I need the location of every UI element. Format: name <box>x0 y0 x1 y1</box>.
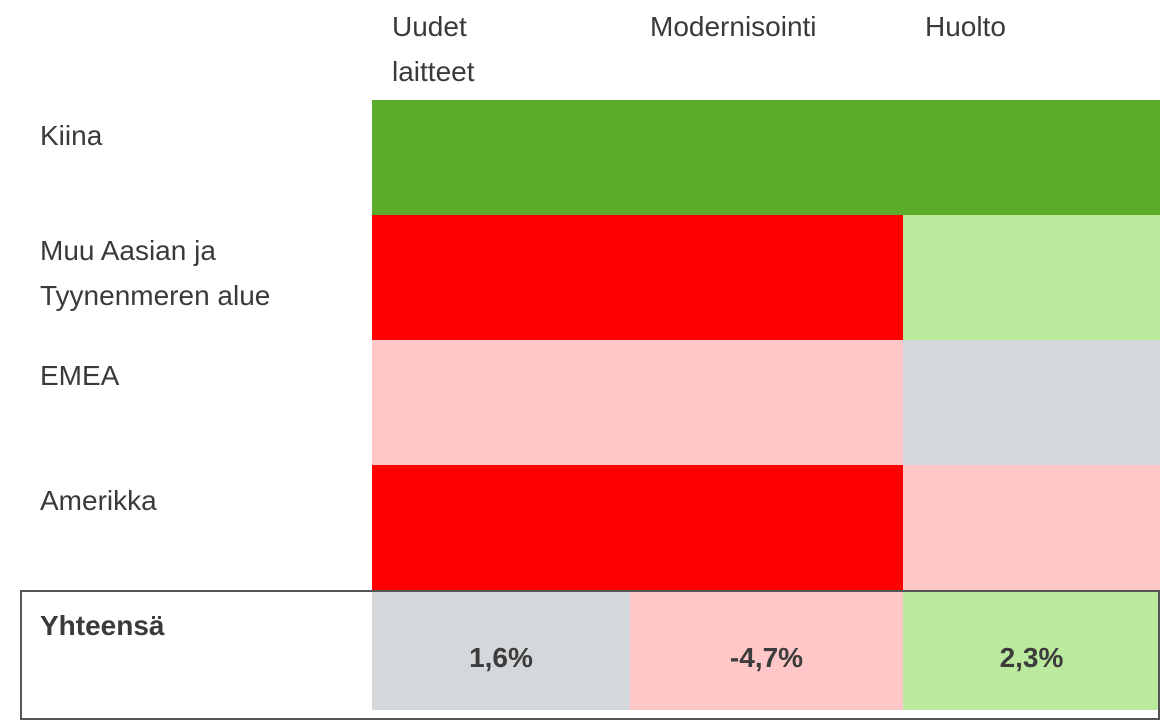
total-box <box>20 590 1160 720</box>
cell <box>630 340 903 465</box>
cell <box>903 465 1160 590</box>
cell <box>903 100 1160 215</box>
total-label: Yhteensä <box>40 610 165 641</box>
total-value: -4,7% <box>729 642 804 673</box>
total-cell <box>903 590 1160 710</box>
total-value: 1,6% <box>469 642 533 673</box>
total-cell <box>630 590 903 710</box>
total-cell <box>372 590 630 710</box>
cell <box>372 215 630 340</box>
cell <box>630 215 903 340</box>
cell <box>630 100 903 215</box>
row-label: Kiina <box>40 120 103 151</box>
column-header: Uudet laitteet <box>392 11 475 87</box>
row-label: Amerikka <box>40 485 157 516</box>
cell <box>903 215 1160 340</box>
cell <box>372 100 630 215</box>
column-header: Modernisointi <box>650 11 817 42</box>
row-label: Muu Aasian ja Tyynenmeren alue <box>40 235 271 311</box>
cell <box>903 340 1160 465</box>
cell <box>372 340 630 465</box>
row-label: EMEA <box>40 360 120 391</box>
column-header: Huolto <box>925 11 1006 42</box>
total-value: 2,3% <box>999 642 1064 673</box>
cell <box>372 465 630 590</box>
cell <box>630 465 903 590</box>
